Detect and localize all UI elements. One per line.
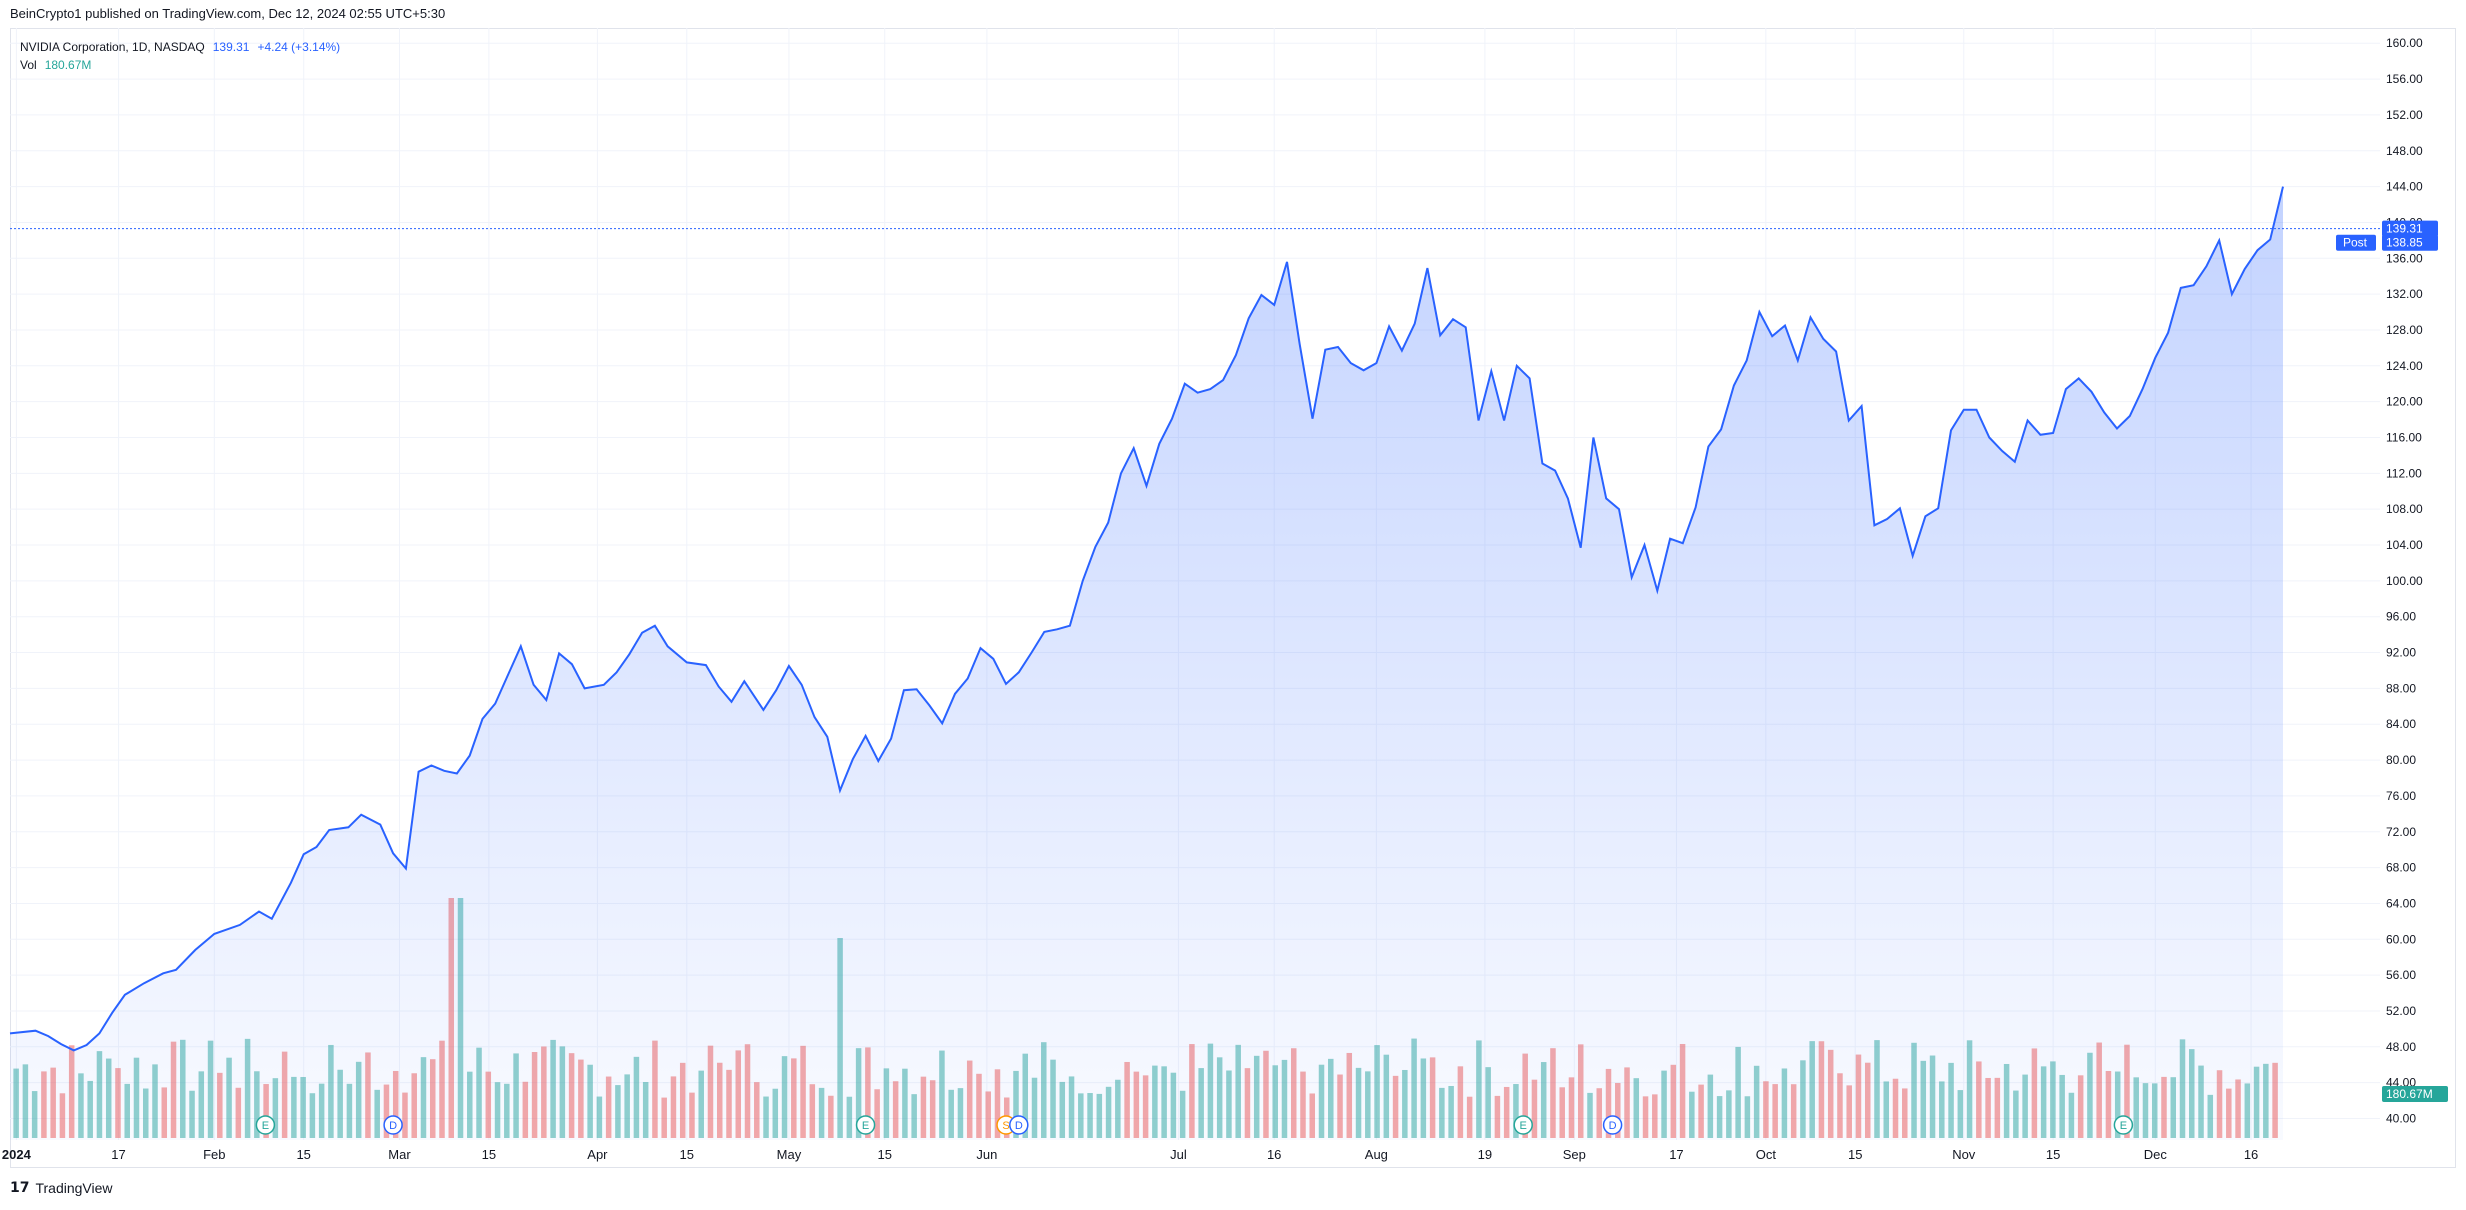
post-label-badge [2336, 234, 2376, 251]
x-tick-label: Dec [2144, 1147, 2168, 1162]
price-line [9, 186, 2284, 1052]
event-marker-letter: E [862, 1120, 869, 1132]
y-tick-label: 160.00 [2386, 36, 2423, 50]
x-tick-label: Mar [388, 1147, 411, 1162]
x-tick-label: 15 [877, 1147, 891, 1162]
footer: 𝟭𝟳 TradingView [10, 1180, 113, 1196]
y-tick-label: 124.00 [2386, 359, 2423, 373]
volume-label[interactable]: Vol [20, 58, 37, 72]
x-tick-label: Nov [1952, 1147, 1976, 1162]
y-tick-label: 112.00 [2386, 466, 2422, 480]
y-tick-label: 72.00 [2386, 825, 2416, 839]
x-tick-label: 16 [1267, 1147, 1281, 1162]
x-tick-label: Jul [1170, 1147, 1187, 1162]
volume-badge [2382, 1086, 2448, 1102]
event-marker-icon [2113, 1115, 2134, 1135]
y-tick-label: 100.00 [2386, 574, 2423, 588]
x-tick-label: 19 [1478, 1147, 1492, 1162]
y-tick-label: 136.00 [2386, 251, 2423, 265]
event-marker-icon [1602, 1115, 1623, 1135]
y-tick-label: 120.00 [2386, 395, 2423, 409]
y-tick-label: 52.00 [2386, 1004, 2416, 1018]
x-tick-label: 15 [482, 1147, 496, 1162]
post-price-badge-text: 138.85 [2386, 236, 2423, 250]
x-tick-label: 15 [2046, 1147, 2060, 1162]
event-marker-letter: E [262, 1120, 269, 1132]
last-price-badge [2382, 220, 2438, 237]
x-tick-label: 15 [1848, 1147, 1862, 1162]
y-tick-label: 104.00 [2386, 538, 2423, 552]
price-area [10, 186, 2283, 1141]
y-tick-label: 96.00 [2386, 610, 2416, 624]
event-marker-icon [1009, 1115, 1029, 1135]
x-tick-label: Feb [203, 1147, 225, 1162]
price-change: +4.24 (+3.14%) [257, 40, 341, 54]
x-tick-label: Jun [976, 1147, 997, 1162]
price-axis[interactable]: 160.00156.00152.00148.00144.00140.00136.… [2386, 36, 2423, 1125]
x-tick-label: Oct [1756, 1147, 1777, 1162]
x-tick-label: 15 [296, 1147, 310, 1162]
y-tick-label: 152.00 [2386, 108, 2423, 122]
x-tick-label: 17 [111, 1147, 125, 1162]
time-axis[interactable]: 2024 17 Feb 15 Mar 15 Apr 15 May 15 Jun Jul 16 Aug 19 S… [2, 1147, 2258, 1162]
y-tick-label: 108.00 [2386, 502, 2423, 516]
post-price-badge [2382, 234, 2438, 251]
y-tick-label: 48.00 [2386, 1040, 2416, 1054]
event-marker-icon [383, 1115, 403, 1135]
volume-value: 180.67M [44, 58, 92, 72]
event-marker-icon [255, 1115, 276, 1135]
x-tick-label: Sep [1563, 1147, 1586, 1162]
y-tick-label: 116.00 [2386, 430, 2422, 444]
x-tick-label: Aug [1365, 1147, 1388, 1162]
event-marker-icon [855, 1115, 876, 1135]
last-price-value: 139.31 [212, 40, 250, 54]
publish-info: BeinCrypto1 published on TradingView.com… [10, 6, 446, 21]
x-tick-label: 15 [680, 1147, 694, 1162]
post-label-text: Post [2343, 236, 2368, 250]
chart-frame[interactable] [10, 28, 2456, 1168]
event-marker-letter: E [2120, 1120, 2127, 1132]
y-tick-label: 76.00 [2386, 789, 2416, 803]
volume-badge-text: 180.67M [2386, 1087, 2433, 1101]
event-marker-letter: D [1609, 1120, 1617, 1132]
y-tick-label: 148.00 [2386, 144, 2423, 158]
y-tick-label: 68.00 [2386, 861, 2416, 875]
event-marker-letter: E [1520, 1120, 1527, 1132]
brand-name[interactable]: TradingView [35, 1180, 113, 1196]
x-tick-label: Apr [587, 1147, 608, 1162]
event-marker-letter: S [1002, 1120, 1009, 1132]
x-tick-label: May [777, 1147, 802, 1162]
y-tick-label: 40.00 [2386, 1111, 2416, 1125]
x-tick-label: 17 [1669, 1147, 1683, 1162]
event-marker-letter: D [389, 1120, 397, 1132]
y-tick-label: 144.00 [2386, 180, 2423, 194]
y-tick-label: 92.00 [2386, 646, 2416, 660]
y-tick-label: 132.00 [2386, 287, 2423, 301]
x-tick-label: 2024 [2, 1147, 32, 1162]
y-tick-label: 156.00 [2386, 72, 2423, 86]
y-tick-label: 56.00 [2386, 968, 2416, 982]
event-marker-letter: D [1015, 1120, 1023, 1132]
y-tick-label: 60.00 [2386, 932, 2416, 946]
y-tick-label: 80.00 [2386, 753, 2416, 767]
chart-legend: NVIDIA Corporation, 1D, NASDAQ 139.31 +4… [20, 38, 340, 74]
symbol-title[interactable]: NVIDIA Corporation, 1D, NASDAQ [20, 40, 205, 54]
event-marker-icon [1513, 1115, 1533, 1135]
y-tick-label: 128.00 [2386, 323, 2423, 337]
y-tick-label: 88.00 [2386, 681, 2416, 695]
x-tick-label: 16 [2244, 1147, 2258, 1162]
y-tick-label: 64.00 [2386, 896, 2416, 910]
last-price-badge-text: 139.31 [2386, 222, 2423, 236]
tradingview-logo-icon[interactable]: 𝟭𝟳 [10, 1180, 30, 1196]
y-tick-label: 84.00 [2386, 717, 2416, 731]
